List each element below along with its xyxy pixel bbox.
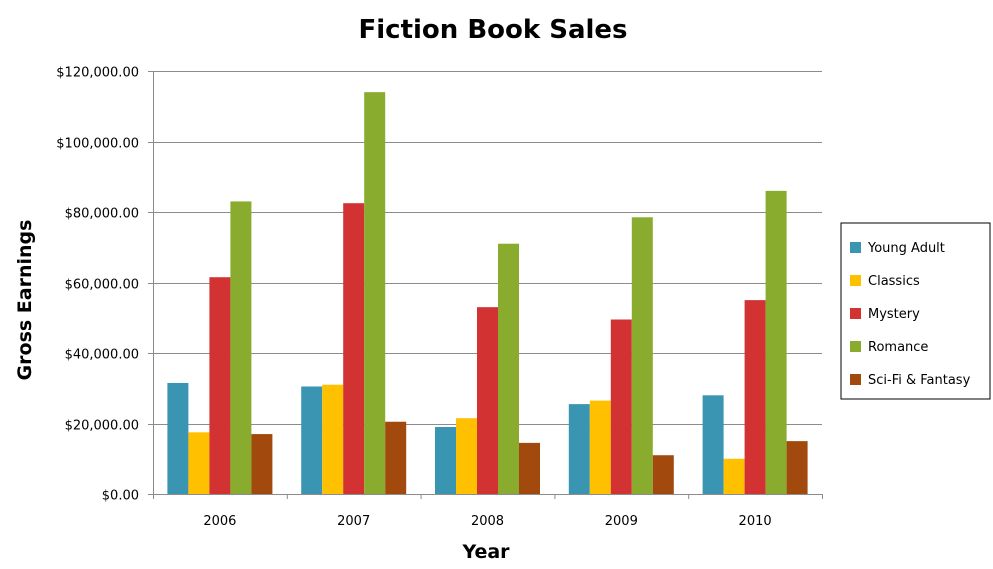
- bar-romance-2009: [631, 217, 653, 494]
- x-tick-label: 2006: [203, 514, 236, 529]
- bar-mystery-2006: [209, 277, 231, 494]
- bar-mystery-2008: [477, 307, 498, 494]
- bar-young-adult-2006: [167, 382, 189, 494]
- x-tick-label: 2007: [337, 514, 370, 529]
- bar-young-adult-2007: [301, 386, 323, 494]
- legend-swatch: [850, 275, 861, 286]
- bar-mystery-2009: [610, 319, 632, 494]
- y-tick-labels: $0.00 $20,000.00 $40,000.00 $60,000.00 $80,0…: [56, 66, 139, 504]
- bar-classics-2006: [188, 432, 210, 494]
- bar-sci-fi-fantasy-2009: [652, 455, 674, 494]
- legend-label: Mystery: [868, 307, 920, 322]
- bar-sci-fi-fantasy-2007: [385, 421, 407, 494]
- x-tick-label: 2008: [471, 514, 504, 529]
- y-tick-label: $100,000.00: [56, 137, 139, 152]
- bar-classics-2008: [456, 418, 477, 494]
- bar-romance-2006: [230, 201, 252, 495]
- y-tick-label: $40,000.00: [65, 348, 139, 363]
- legend: Young Adult Classics Mystery Romance Sci-Fi …: [840, 222, 991, 400]
- legend-label: Classics: [868, 274, 920, 289]
- bar-sci-fi-fantasy-2008: [519, 442, 540, 494]
- bar-young-adult-2009: [568, 404, 590, 494]
- bar-mystery-2010: [744, 300, 766, 494]
- y-tick-label: $60,000.00: [65, 278, 139, 293]
- bar-sci-fi-fantasy-2006: [251, 434, 273, 494]
- y-tick-label: $120,000.00: [56, 66, 139, 81]
- bar-sci-fi-fantasy-2010: [786, 441, 808, 494]
- bar-romance-2010: [765, 190, 787, 494]
- bar-classics-2010: [723, 458, 745, 494]
- bar-romance-2008: [498, 243, 519, 494]
- legend-label: Young Adult: [867, 241, 945, 256]
- bar-young-adult-2010: [702, 395, 724, 494]
- y-axis-title: Gross Earnings: [14, 220, 36, 381]
- bar-mystery-2007: [343, 203, 365, 494]
- bar-romance-2007: [364, 92, 386, 495]
- x-axis-title: Year: [461, 541, 510, 563]
- legend-box: [840, 222, 991, 400]
- legend-swatch: [850, 242, 861, 253]
- y-tick-label: $20,000.00: [65, 419, 139, 434]
- legend-label: Romance: [868, 340, 928, 355]
- legend-label: Sci-Fi & Fantasy: [868, 373, 971, 388]
- bar-classics-2009: [589, 400, 611, 494]
- bar-classics-2007: [322, 384, 344, 494]
- bar-young-adult-2008: [435, 427, 456, 494]
- legend-swatch: [850, 308, 861, 319]
- y-tick-label: $80,000.00: [65, 207, 139, 222]
- legend-swatch: [850, 374, 861, 385]
- y-tick-label: $0.00: [102, 489, 139, 504]
- bars: [167, 92, 808, 495]
- legend-swatch: [850, 341, 861, 352]
- x-tick-label: 2009: [605, 514, 638, 529]
- x-tick-labels: 2006 2007 2008 2009 2010: [203, 514, 771, 529]
- chart-title: Fiction Book Sales: [358, 15, 627, 45]
- x-tick-label: 2010: [739, 514, 772, 529]
